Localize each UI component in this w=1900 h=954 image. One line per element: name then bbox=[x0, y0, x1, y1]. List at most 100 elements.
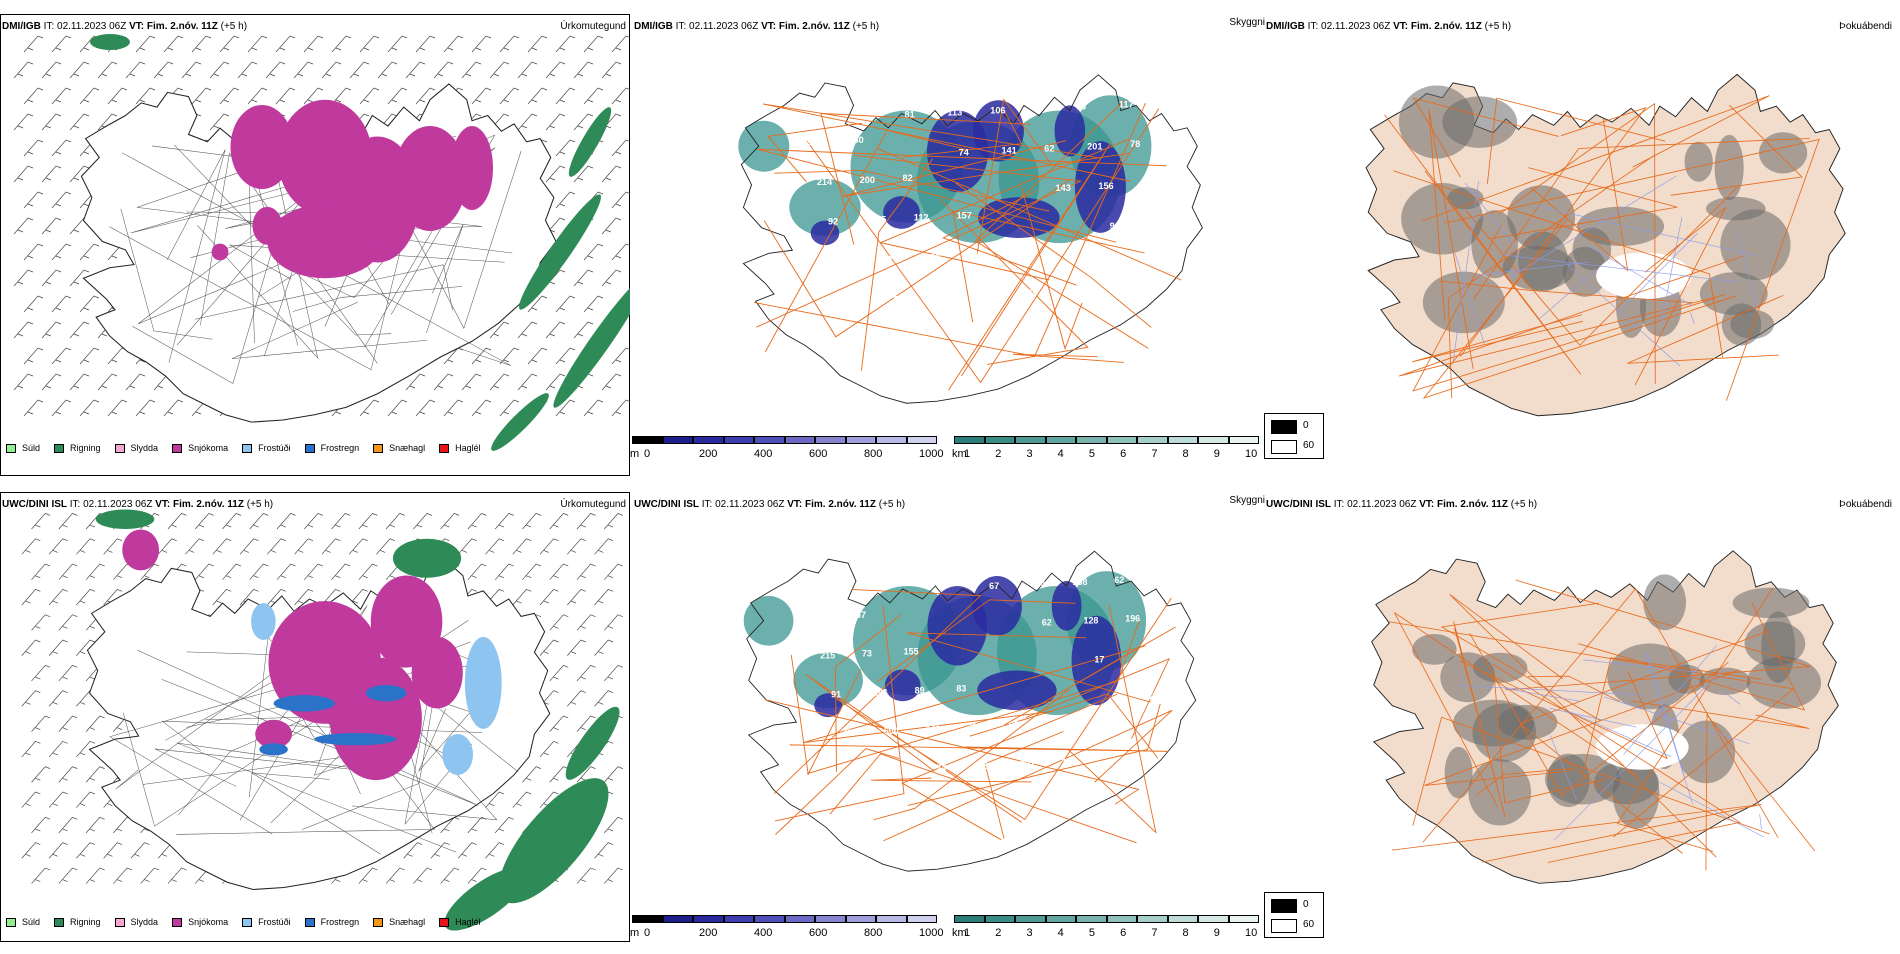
cloud-base-value: 123 bbox=[1141, 179, 1156, 189]
wind-barb bbox=[76, 538, 95, 555]
legend-item: Frostregn bbox=[304, 442, 359, 454]
legend-label: Slydda bbox=[130, 443, 159, 453]
wind-barb bbox=[51, 139, 72, 157]
road-line bbox=[756, 154, 1083, 328]
cloud-map[interactable]: 2215715583651686270738923120116819621519… bbox=[632, 492, 1262, 942]
road-line bbox=[120, 208, 213, 340]
fog-index-area bbox=[1398, 85, 1808, 346]
road-line bbox=[1453, 621, 1506, 818]
wind-barb bbox=[163, 399, 184, 417]
legend-swatch bbox=[6, 917, 16, 927]
cloud-colorbar-segment bbox=[876, 915, 907, 923]
cloud-cell bbox=[810, 220, 840, 246]
river-line bbox=[1508, 175, 1677, 279]
wind-barb bbox=[573, 321, 594, 339]
vis-colorbar-segment bbox=[1076, 915, 1107, 923]
wind-barb bbox=[130, 842, 150, 859]
wind-barb bbox=[485, 791, 505, 808]
roads bbox=[753, 98, 1182, 391]
wind-barb bbox=[604, 664, 623, 682]
wind-barb bbox=[611, 139, 630, 157]
valid-time: VT: Fim. 2.nóv. 11Z bbox=[761, 21, 850, 32]
cloud-base-value: 157 bbox=[851, 610, 866, 620]
road-line bbox=[774, 605, 905, 822]
river-line bbox=[1564, 261, 1681, 367]
fog-map[interactable] bbox=[1264, 492, 1900, 942]
rivers bbox=[1452, 175, 1758, 367]
cloud-base-value: 183 bbox=[1136, 653, 1151, 663]
wind-barb bbox=[611, 399, 630, 417]
wind-barb bbox=[249, 563, 269, 580]
wind-barb bbox=[21, 791, 41, 808]
cloud-base-value: 180 bbox=[978, 761, 993, 771]
cloud-base-value: 201 bbox=[1020, 759, 1035, 769]
vis-colorbar-segment bbox=[1106, 915, 1137, 923]
wind-barb bbox=[517, 321, 538, 339]
river-line bbox=[1452, 180, 1479, 362]
road-line bbox=[1578, 601, 1806, 711]
wind-barb bbox=[494, 563, 514, 580]
wind-barb bbox=[567, 588, 586, 606]
wind-barb bbox=[601, 217, 622, 235]
legend-item: Rigning bbox=[54, 442, 101, 454]
road-line bbox=[176, 742, 457, 853]
wind-barb bbox=[79, 399, 100, 417]
river-line bbox=[1646, 650, 1686, 778]
wind-barb bbox=[443, 399, 464, 417]
legend-item: Snjókoma bbox=[172, 916, 228, 928]
fog-panel-top: DMI/IGB IT: 02.11.2023 06Z VT: Fim. 2.nó… bbox=[1264, 14, 1900, 476]
wind-barb bbox=[113, 816, 133, 834]
road-line bbox=[1389, 621, 1795, 838]
wind-barb bbox=[583, 35, 604, 53]
cloud-colorbar-segment bbox=[784, 915, 815, 923]
fog-cell bbox=[1562, 246, 1608, 297]
precip-map[interactable] bbox=[0, 14, 630, 476]
rain-area bbox=[95, 509, 620, 931]
legend-swatch bbox=[114, 443, 125, 453]
cloud-colorbar-segment bbox=[876, 436, 907, 444]
frost-cell bbox=[314, 733, 397, 746]
cloud-colorbar-segment bbox=[662, 436, 693, 444]
wind-barb bbox=[359, 87, 380, 105]
legend-swatch bbox=[304, 917, 315, 927]
fog-map[interactable] bbox=[1264, 14, 1900, 476]
road-line bbox=[762, 103, 1131, 182]
legend-swatch bbox=[114, 917, 125, 927]
wind-barb bbox=[527, 35, 548, 53]
cloud-colorbar-tick: 200 bbox=[699, 448, 718, 460]
panel-title: DMI/IGB IT: 02.11.2023 06Z VT: Fim. 2.nó… bbox=[634, 20, 1260, 34]
vis-colorbar-segment bbox=[1137, 436, 1168, 444]
wind-barb bbox=[471, 35, 492, 53]
road-line bbox=[806, 108, 1160, 384]
road-line bbox=[418, 704, 478, 772]
wind-barb bbox=[51, 347, 72, 365]
road-line bbox=[775, 748, 900, 835]
wind-barb bbox=[499, 347, 520, 365]
wind-barb bbox=[97, 61, 118, 79]
wind-barb bbox=[51, 191, 72, 209]
cloud-base-value: 83 bbox=[956, 683, 966, 693]
cloud-map[interactable]: 1714082157736011724020011295134767821428… bbox=[632, 14, 1262, 476]
road-line bbox=[883, 709, 1173, 842]
wind-barb bbox=[41, 373, 62, 391]
panel-subtitle: Úrkomutegund bbox=[560, 21, 626, 32]
vis-colorbar-segment bbox=[1015, 436, 1046, 444]
wind-barb bbox=[167, 513, 187, 530]
precip-map[interactable] bbox=[0, 492, 630, 942]
rain-cell bbox=[498, 778, 609, 904]
wind-barb bbox=[23, 35, 44, 53]
rain-cell bbox=[392, 538, 462, 578]
wind-barb bbox=[48, 588, 68, 606]
road-line bbox=[1384, 114, 1582, 375]
wind-barb bbox=[48, 690, 68, 707]
road-line bbox=[154, 748, 371, 787]
legend-item: Slydda bbox=[114, 442, 159, 454]
cloud-base-value: 214 bbox=[817, 177, 833, 187]
wind-barb bbox=[103, 842, 123, 859]
road-line bbox=[1422, 218, 1737, 399]
cloud-panel-top: DMI/IGB IT: 02.11.2023 06Z VT: Fim. 2.nó… bbox=[632, 14, 1265, 476]
wind-barb bbox=[13, 165, 34, 183]
wind-barb bbox=[58, 816, 78, 834]
road-line bbox=[1634, 206, 1727, 386]
wind-barb bbox=[76, 842, 95, 859]
